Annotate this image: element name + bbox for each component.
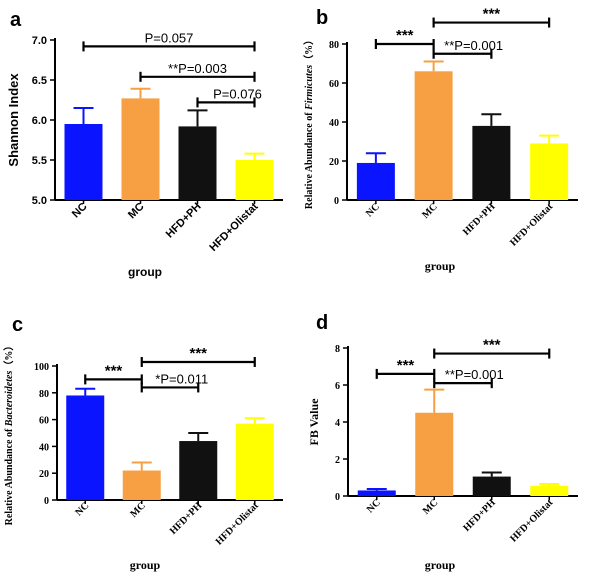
y-tick-label: 5.5	[32, 155, 47, 167]
category-label: MC	[421, 497, 441, 517]
bar-hfd-ph	[178, 126, 217, 200]
bar-hfd-ph	[472, 125, 511, 200]
category-label: NC	[73, 500, 91, 518]
x-axis-label: group	[130, 558, 161, 572]
bar-mc	[122, 470, 161, 500]
bar-hfd-olistat	[235, 423, 274, 500]
y-axis-label-part: Bacteroidetes	[4, 371, 15, 428]
significance-label: ***	[189, 345, 207, 362]
y-axis-label: Relative Abundance of Firmicutes（%）	[302, 35, 315, 209]
chart-panel-b: b 0 20 40 60 80 NC MC HFD+PH HFD+Olistat *** *** **P…	[302, 6, 578, 273]
y-axis-label-part: Firmicutes	[304, 65, 315, 111]
bar-hfd-ph	[179, 441, 218, 500]
y-tick-label: 5.0	[32, 195, 47, 207]
significance-label: *P=0.011	[155, 371, 208, 386]
bar-hfd-ph	[472, 476, 511, 496]
bar-mc	[121, 98, 160, 200]
bar-nc	[357, 490, 396, 496]
y-tick-label: 2	[335, 455, 340, 466]
category-label: MC	[126, 201, 147, 222]
y-tick-label: 8	[335, 344, 340, 355]
bar-hfd-olistat	[235, 160, 274, 200]
significance-label: P=0.076	[213, 86, 262, 101]
y-axis-label-part: （%）	[302, 35, 315, 65]
category-label: HFD+Olistat	[214, 500, 262, 548]
category-label: HFD+PH	[461, 201, 498, 238]
x-axis-label: group	[128, 265, 162, 279]
y-tick-label: 80	[329, 40, 339, 51]
bar-nc	[64, 124, 103, 200]
y-tick-label: 40	[39, 442, 49, 453]
bar-nc	[356, 162, 395, 200]
x-axis-label: group	[425, 558, 456, 572]
y-tick-label: 6	[335, 381, 340, 392]
category-label: NC	[364, 201, 382, 219]
y-axis-label: Shannon Index	[6, 73, 21, 167]
category-label: HFD+Olistat	[207, 200, 260, 253]
y-tick-label: 60	[329, 79, 339, 90]
significance-label: ***	[483, 337, 501, 354]
chart-panel-a: a 5.0 5.5 6.0 6.5 7.0 NC MC HFD+PH HFD+Olistat P=0…	[6, 9, 283, 279]
category-label: HFD+PH	[461, 497, 498, 534]
chart-panel-d: d 0 2 4 6 8 NC MC HFD+PH HFD+Olistat *** *** **P=0.0…	[307, 312, 578, 572]
bar-nc	[66, 395, 105, 500]
significance-label: **P=0.001	[444, 38, 503, 53]
significance-label: ***	[483, 6, 501, 23]
panel-label: c	[12, 314, 23, 336]
category-label: HFD+Olistat	[508, 497, 556, 545]
y-tick-label: 6.0	[32, 115, 47, 127]
y-axis-label: FB Value	[307, 398, 321, 446]
y-axis-label-part: Relative Abundance of	[4, 426, 15, 525]
category-label: NC	[70, 201, 90, 221]
chart-panel-c: c 0 20 40 60 80 100 NC MC HFD+PH HFD+Olistat *** ***…	[2, 314, 283, 572]
significance-label: ***	[396, 27, 414, 44]
significance-label: ***	[397, 357, 415, 374]
x-axis-label: group	[425, 259, 456, 273]
category-label: MC	[420, 201, 440, 221]
y-axis-label-part: （%）	[2, 341, 15, 371]
y-axis-label: Relative Abundance of Bacteroidetes（%）	[2, 341, 15, 526]
y-tick-label: 0	[335, 492, 340, 503]
y-tick-label: 0	[44, 496, 49, 507]
y-tick-label: 80	[39, 389, 49, 400]
y-axis-label-part: FB Value	[307, 398, 321, 446]
y-tick-label: 4	[335, 418, 340, 429]
bar-hfd-olistat	[530, 143, 569, 200]
category-label: HFD+PH	[168, 500, 205, 537]
panel-label: b	[316, 7, 328, 29]
y-axis-label-part: Shannon Index	[6, 73, 21, 167]
y-tick-label: 0	[334, 196, 339, 207]
y-tick-label: 6.5	[32, 75, 47, 87]
y-tick-label: 60	[39, 416, 49, 427]
significance-label: P=0.057	[145, 30, 194, 45]
y-axis-label-part: Relative Abundance of	[304, 110, 315, 209]
y-tick-label: 40	[329, 118, 339, 129]
bar-mc	[414, 71, 453, 200]
bar-hfd-olistat	[530, 485, 569, 496]
significance-label: **P=0.003	[168, 61, 227, 76]
bar-mc	[415, 412, 454, 496]
category-label: MC	[128, 500, 148, 520]
y-tick-label: 100	[34, 362, 49, 373]
panel-label: d	[316, 312, 328, 334]
category-label: HFD+PH	[164, 201, 204, 241]
significance-label: **P=0.001	[445, 367, 504, 382]
y-tick-label: 20	[39, 469, 49, 480]
significance-label: ***	[105, 362, 123, 379]
y-tick-label: 20	[329, 157, 339, 168]
category-label: HFD+Olistat	[508, 201, 556, 249]
y-tick-label: 7.0	[32, 35, 47, 47]
category-label: NC	[365, 497, 383, 515]
panel-label: a	[10, 9, 22, 31]
